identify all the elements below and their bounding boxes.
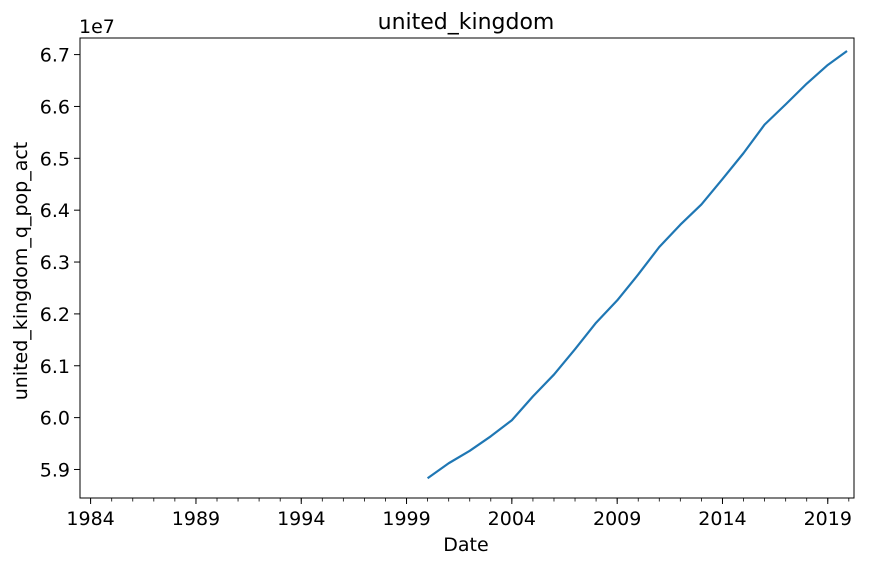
y-tick-label: 6.1 (40, 356, 70, 378)
y-tick-label: 5.9 (40, 459, 70, 481)
y-tick-label: 6.2 (40, 304, 70, 326)
x-tick-label: 1994 (277, 508, 325, 530)
y-offset-label: 1e7 (79, 16, 115, 38)
chart-title: united_kingdom (378, 10, 555, 35)
y-tick-label: 6.5 (40, 148, 70, 170)
x-tick-label: 1984 (66, 508, 114, 530)
y-axis-label: united_kingdom_q_pop_act (10, 142, 32, 401)
x-tick-label: 2019 (804, 508, 852, 530)
x-tick-label: 2014 (698, 508, 746, 530)
series-layer (426, 50, 848, 480)
y-tick-label: 6.0 (40, 408, 70, 430)
y-tick-label: 6.3 (40, 252, 70, 274)
y-tick-label: 6.7 (40, 45, 70, 67)
y-tick-label: 6.6 (40, 96, 70, 118)
series-line (426, 50, 848, 480)
x-tick-label: 1999 (382, 508, 430, 530)
x-axis-label: Date (443, 534, 488, 556)
ticks-layer: 1984 1989 1994 1999 2004 2009 2014 2019 5.9 6.0 6.… (40, 45, 852, 530)
y-tick-label: 6.4 (40, 200, 70, 222)
x-tick-label: 1989 (172, 508, 220, 530)
x-tick-label: 2009 (593, 508, 641, 530)
plot-frame (79, 37, 855, 499)
x-tick-label: 2004 (488, 508, 536, 530)
